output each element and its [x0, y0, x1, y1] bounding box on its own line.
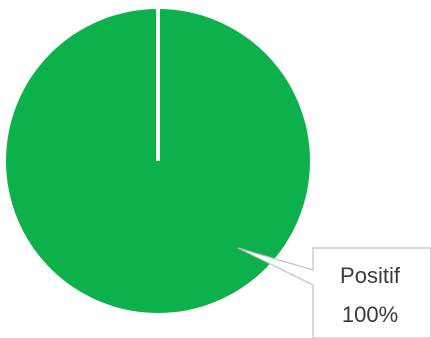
- pie-slices: [6, 7, 310, 313]
- slice-label-percent: 100%: [342, 302, 398, 327]
- slice-label-name: Positif: [340, 263, 401, 288]
- data-label-callout: Positif 100%: [237, 247, 431, 338]
- callout-box: [237, 247, 431, 338]
